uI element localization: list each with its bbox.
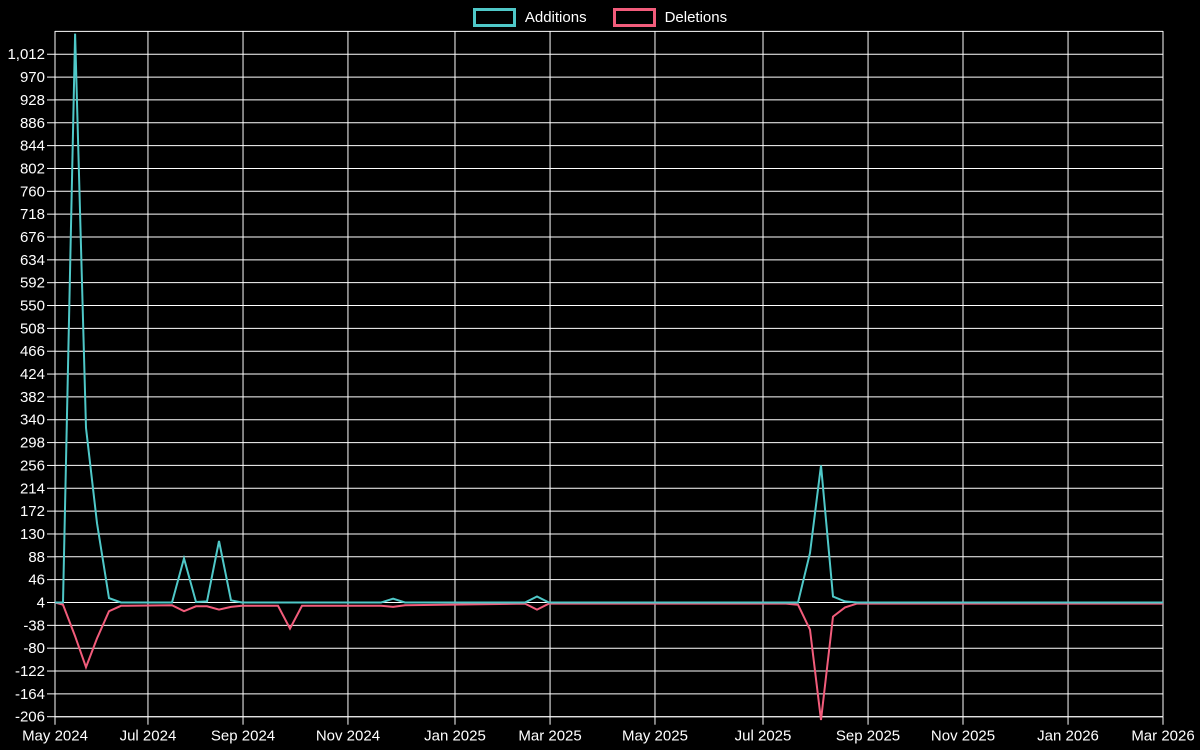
x-tick-label: Jan 2025 (424, 728, 486, 745)
y-tick-label: -80 (23, 640, 45, 657)
x-tick-label: Nov 2024 (316, 728, 380, 745)
y-tick-label: -38 (23, 617, 45, 634)
legend-label-additions: Additions (524, 9, 587, 26)
y-tick-label: 802 (20, 160, 45, 177)
y-tick-label: 340 (20, 412, 45, 429)
x-tick-label: May 2025 (622, 728, 688, 745)
y-tick-label: 676 (20, 229, 45, 246)
y-tick-label: 970 (20, 69, 45, 86)
y-tick-label: 928 (20, 92, 45, 109)
y-tick-label: -122 (15, 663, 45, 680)
y-tick-label: 172 (20, 503, 45, 520)
y-tick-label: 1,012 (7, 46, 45, 63)
x-tick-label: Sep 2024 (211, 728, 275, 745)
y-tick-label: 844 (20, 138, 45, 155)
y-tick-label: 4 (37, 595, 45, 612)
y-tick-label: 256 (20, 457, 45, 474)
chart-legend: Additions Deletions (0, 8, 1200, 27)
x-tick-label: Nov 2025 (931, 728, 995, 745)
y-tick-label: 88 (28, 549, 45, 566)
x-tick-label: Mar 2025 (518, 728, 581, 745)
y-tick-label: 424 (20, 366, 45, 383)
y-tick-label: 718 (20, 206, 45, 223)
additions-line (55, 33, 1163, 604)
y-tick-label: 760 (20, 183, 45, 200)
deletions-line (54, 601, 1163, 721)
legend-item-additions[interactable]: Additions (472, 8, 587, 27)
y-tick-label: 382 (20, 389, 45, 406)
y-tick-label: 214 (20, 480, 45, 497)
legend-item-deletions[interactable]: Deletions (612, 8, 728, 27)
y-tick-label: 592 (20, 275, 45, 292)
y-tick-label: -206 (15, 709, 45, 726)
x-tick-label: Jul 2025 (735, 728, 792, 745)
y-tick-label: 634 (20, 252, 45, 269)
y-tick-label: -164 (15, 686, 45, 703)
y-tick-label: 466 (20, 343, 45, 360)
legend-label-deletions: Deletions (664, 9, 728, 26)
x-tick-label: Jul 2024 (120, 728, 177, 745)
x-tick-label: Sep 2025 (836, 728, 900, 745)
y-tick-label: 130 (20, 526, 45, 543)
x-tick-label: May 2024 (22, 728, 88, 745)
additions-swatch-icon (472, 8, 516, 27)
y-tick-label: 886 (20, 115, 45, 132)
x-tick-label: Mar 2026 (1131, 728, 1194, 745)
x-tick-label: Jan 2026 (1037, 728, 1099, 745)
y-tick-label: 298 (20, 435, 45, 452)
y-tick-label: 550 (20, 298, 45, 315)
y-tick-label: 46 (28, 572, 45, 589)
y-tick-label: 508 (20, 320, 45, 337)
deletions-swatch-icon (612, 8, 656, 27)
